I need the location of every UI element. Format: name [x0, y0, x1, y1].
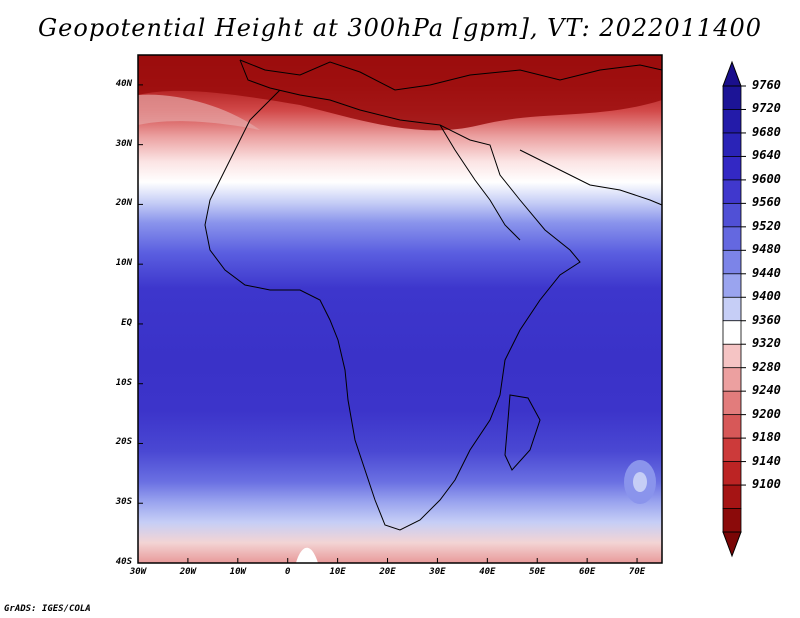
colorbar-segment	[722, 132, 742, 158]
colorbar-level-label: 9440	[752, 265, 781, 280]
lon-tick-label: 20W	[179, 567, 197, 577]
colorbar-segment	[722, 273, 742, 298]
colorbar-level-label: 9520	[752, 218, 781, 233]
map-title: Geopotential Height at 300hPa [gpm], VT:…	[38, 14, 762, 42]
colorbar-segment	[722, 179, 742, 205]
colorbar-level-label: 9680	[752, 124, 781, 139]
colorbar-level-label: 9400	[752, 289, 781, 304]
lat-tick-label: 40N	[115, 78, 132, 89]
colorbar-segment	[722, 414, 742, 439]
colorbar-level-label: 9280	[752, 359, 781, 374]
colorbar-segment	[722, 390, 742, 416]
colorbar-segment	[722, 202, 742, 228]
colorbar-level-label: 9180	[752, 430, 781, 445]
colorbar-level-label: 9360	[752, 312, 781, 327]
colorbar-segment	[722, 85, 742, 111]
colorbar-level-label: 9320	[752, 336, 781, 351]
map-frame	[137, 54, 663, 564]
colorbar-level-label: 9760	[752, 78, 781, 92]
colorbar-segment	[722, 226, 742, 252]
geopotential-field	[138, 55, 662, 563]
lon-tick-label: 20E	[379, 567, 396, 577]
lat-tick-label: 30N	[115, 138, 132, 149]
lat-tick-label: EQ	[121, 317, 132, 328]
coastlines	[204, 59, 663, 531]
lat-tick-label: 20S	[115, 437, 132, 448]
colorbar-level-label: 9200	[752, 406, 781, 421]
colorbar-segment	[722, 484, 742, 510]
lon-tick-label: 40E	[479, 567, 496, 577]
colorbar-level-label: 9720	[752, 101, 781, 116]
colorbar-segment	[722, 508, 742, 533]
lat-tick-label: 20N	[115, 198, 132, 209]
grads-credit: GrADS: IGES/COLA	[4, 604, 91, 614]
lon-tick-label: 30W	[129, 567, 147, 577]
lat-tick-label: 10N	[115, 258, 132, 269]
colorbar-segment	[722, 343, 742, 369]
colorbar-level-label: 9560	[752, 195, 781, 210]
lon-tick-label: 50E	[529, 567, 546, 577]
colorbar-level-label: 9640	[752, 148, 781, 163]
south-white-patch	[296, 547, 318, 563]
lon-tick-label: 70E	[628, 567, 646, 577]
lon-tick-label: 30E	[429, 567, 446, 577]
high-low-region	[138, 55, 662, 131]
colorbar-max-arrow	[722, 60, 742, 87]
colorbar-segment	[722, 320, 742, 345]
colorbar-segment	[722, 367, 742, 392]
colorbar-level-label: 9240	[752, 383, 781, 398]
west-pink-region	[138, 94, 260, 130]
colorbar-segment	[722, 437, 742, 463]
colorbar-level-label: 9480	[752, 242, 781, 257]
colorbar-level-label: 9100	[752, 477, 781, 492]
lon-tick-label: 10E	[329, 567, 346, 577]
lon-tick-label: 60E	[579, 567, 596, 577]
colorbar-segment	[722, 249, 742, 275]
colorbar-segment	[722, 296, 742, 322]
lon-tick-label: 10W	[229, 567, 246, 577]
lat-tick-label: 10S	[115, 377, 132, 388]
colorbar	[722, 60, 746, 558]
lat-tick-label: 40S	[115, 557, 132, 567]
colorbar-segment	[722, 461, 742, 486]
indian-ocean-center	[633, 472, 647, 492]
colorbar-min-arrow	[722, 531, 742, 558]
colorbar-segment	[722, 109, 742, 134]
colorbar-level-label: 9600	[752, 171, 781, 186]
lat-tick-label: 30S	[115, 497, 132, 508]
colorbar-level-label: 9140	[752, 453, 781, 468]
colorbar-segment	[722, 156, 742, 181]
lon-tick-label: 0	[284, 567, 291, 577]
